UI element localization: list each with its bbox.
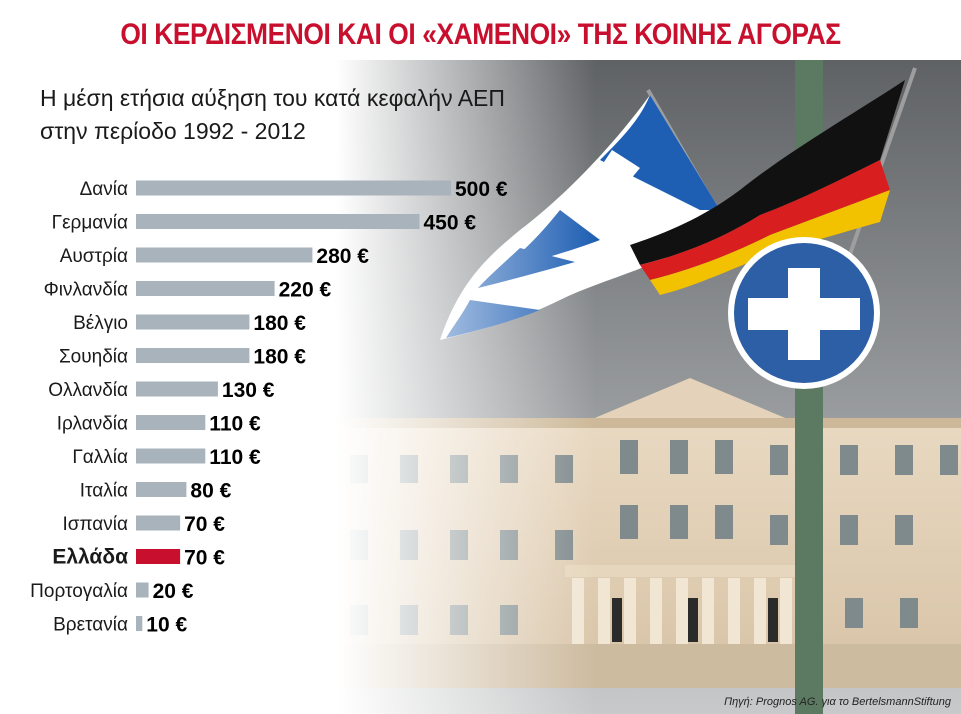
value-label: 20 €: [153, 580, 194, 603]
bar: [136, 448, 206, 464]
bar: [136, 549, 181, 564]
bar: [136, 415, 206, 430]
value-label: 110 €: [209, 446, 261, 469]
bar: [136, 314, 250, 330]
value-label: 70 €: [184, 513, 225, 536]
value-label: 500 €: [455, 178, 508, 201]
value-label: 180 €: [253, 312, 306, 335]
bar: [136, 281, 275, 296]
category-label: Ιταλία: [80, 481, 128, 502]
bar: [136, 482, 187, 497]
value-label: 130 €: [222, 379, 275, 402]
value-label: 70 €: [184, 547, 225, 570]
category-label: Ελλάδα: [52, 546, 128, 569]
value-label: 220 €: [279, 279, 332, 302]
value-label: 450 €: [424, 212, 477, 235]
value-label: 180 €: [253, 346, 306, 369]
bar: [136, 180, 451, 196]
source-note: Πηγή: Prognos AG. για το BertelsmannStif…: [724, 696, 951, 708]
value-label: 280 €: [316, 245, 369, 268]
category-label: Αυστρία: [60, 246, 128, 267]
bar: [136, 247, 313, 263]
category-label: Γαλλία: [72, 447, 128, 468]
subtitle-line-1: Η μέση ετήσια αύξηση του κατά κεφαλήν ΑΕ…: [40, 85, 505, 111]
subtitle-line-2: στην περίοδο 1992 - 2012: [40, 118, 306, 144]
bar: [136, 214, 420, 229]
value-label: 80 €: [190, 480, 231, 503]
bar: [136, 616, 143, 631]
category-label: Βρετανία: [53, 615, 128, 636]
bar: [136, 582, 149, 598]
chart-subtitle: Η μέση ετήσια αύξηση του κατά κεφαλήν ΑΕ…: [40, 82, 600, 148]
value-label: 10 €: [146, 614, 187, 637]
bar: [136, 515, 181, 531]
category-label: Ολλανδία: [48, 380, 128, 401]
category-label: Δανία: [80, 179, 128, 200]
category-label: Ισπανία: [62, 514, 128, 535]
category-label: Ιρλανδία: [57, 414, 128, 435]
bar: [136, 348, 250, 363]
category-label: Σουηδία: [59, 347, 128, 368]
category-label: Βέλγιο: [73, 313, 128, 334]
value-label: 110 €: [209, 413, 261, 436]
page-title: ΟΙ ΚΕΡΔΙΣΜΕΝΟΙ ΚΑΙ ΟΙ «ΧΑΜΕΝΟΙ» ΤΗΣ ΚΟΙΝ…: [120, 18, 841, 51]
category-label: Φινλανδία: [44, 280, 128, 301]
category-label: Γερμανία: [52, 213, 128, 234]
bar: [136, 381, 218, 397]
category-label: Πορτογαλία: [30, 581, 128, 602]
